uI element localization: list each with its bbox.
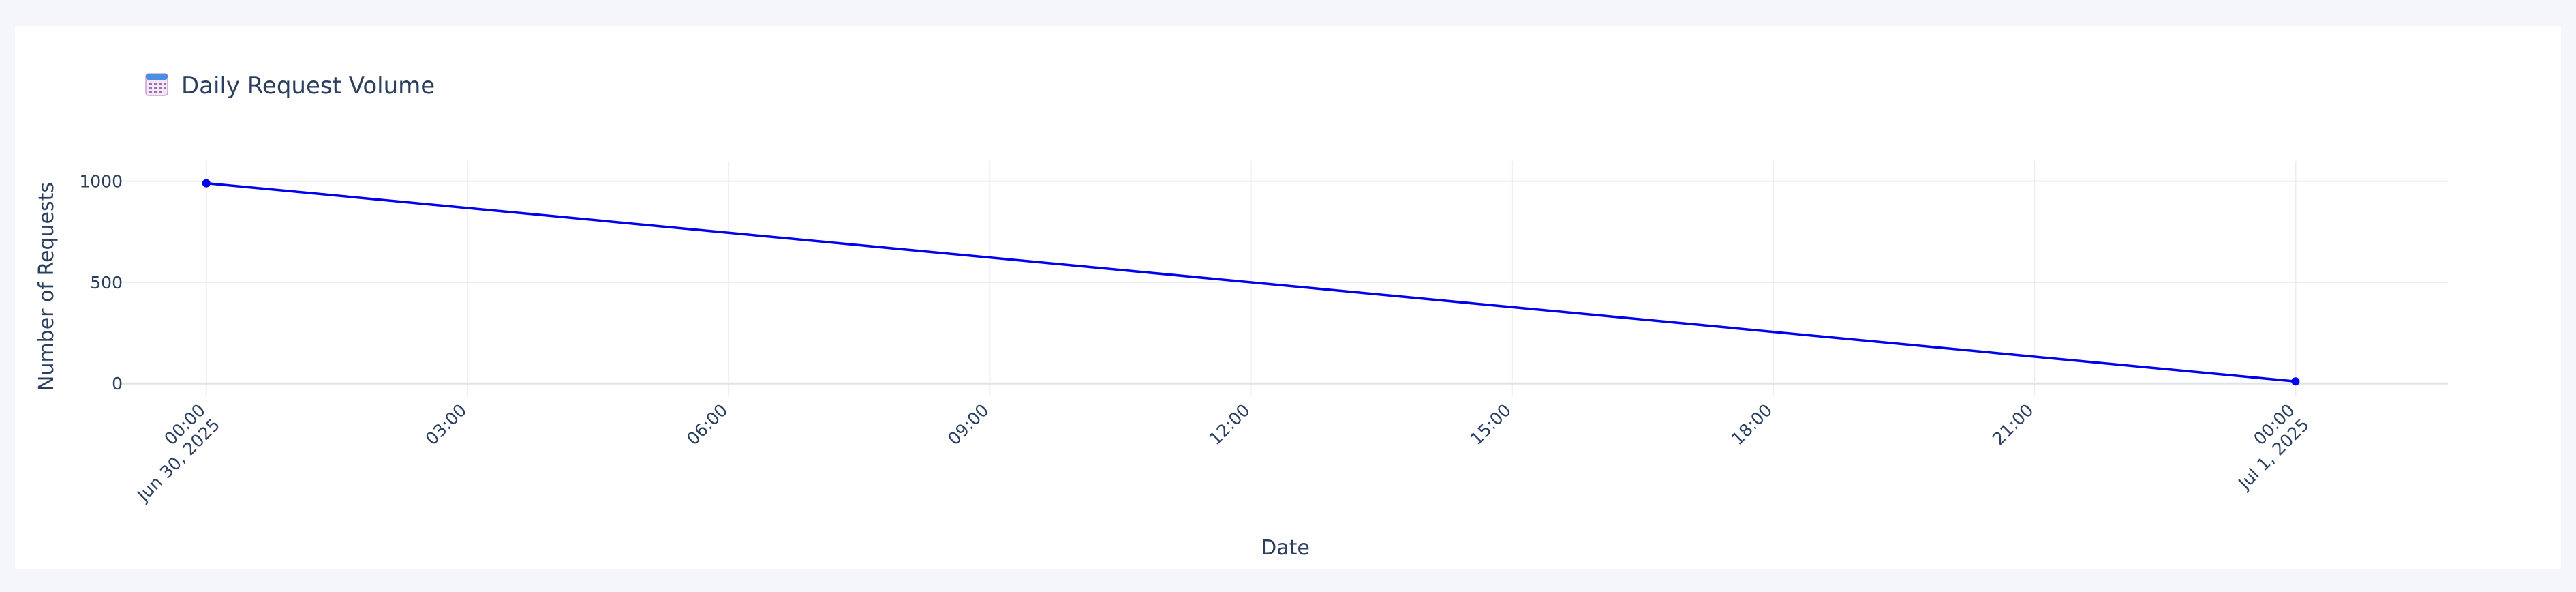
calendar-icon [145,73,168,96]
y-axis-title: Number of Requests [35,182,59,391]
x-tick-label: 03:00 [422,400,470,449]
x-tick-label: 21:00 [1989,400,2037,449]
data-point [2291,377,2300,386]
grid-layer [119,161,2448,396]
chart-card [15,26,2561,569]
x-tick-label: 18:00 [1728,400,1776,449]
x-tick-label: 00:00Jun 30, 2025 [118,400,224,506]
series-layer [202,179,2300,386]
axis-layer: 0 500 1000 00:00Jun 30, 2025 03:00 06:00 09:00… [79,172,2313,506]
x-tick-label: 00:00Jul 1, 2025 [2219,400,2313,494]
series-line [206,181,2296,383]
y-tick-label: 500 [90,273,123,293]
y-tick-label: 0 [112,374,123,394]
data-point [202,179,211,188]
x-tick-label: 09:00 [944,400,992,449]
x-tick-label: 15:00 [1467,400,1515,449]
x-tick-label: 12:00 [1205,400,1253,449]
x-axis-title: Date [1261,536,1310,560]
y-tick-label: 1000 [79,172,123,192]
x-tick-label: 06:00 [683,400,731,449]
chart-title-group: Daily Request Volume [145,72,435,100]
chart-title: Daily Request Volume [181,72,435,100]
